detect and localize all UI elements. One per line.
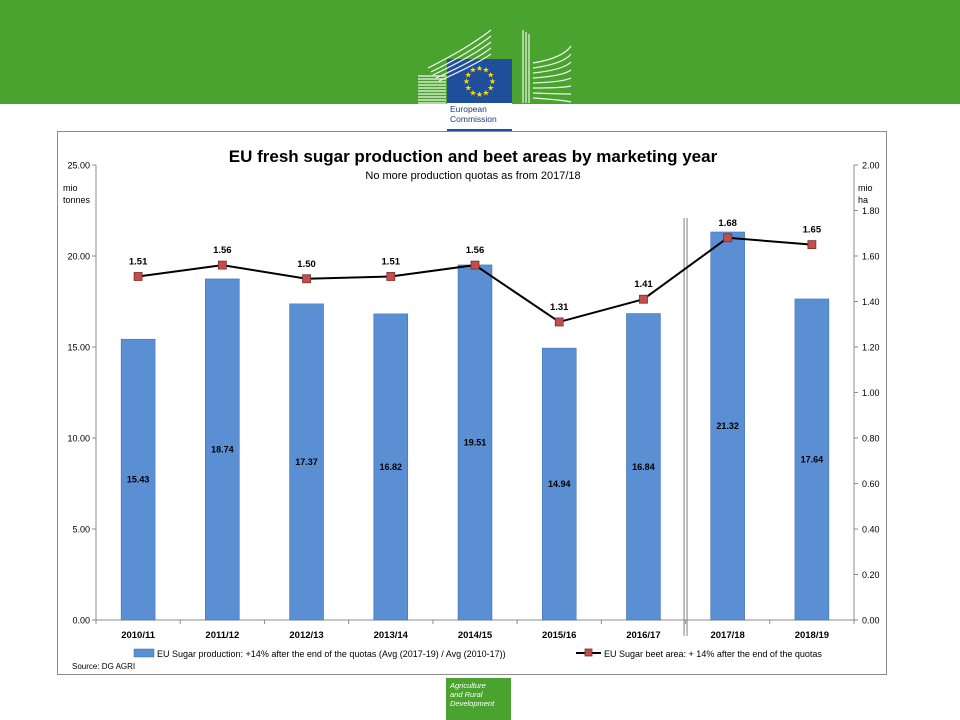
legend-line-label: EU Sugar beet area: + 14% after the end … [604, 649, 822, 659]
legend-bar-swatch [133, 648, 155, 658]
flag-star-icon: ★ [487, 71, 494, 80]
left-tick-label: 5.00 [72, 525, 90, 535]
bar-2015/16 [541, 347, 577, 621]
left-tick-label: 20.00 [67, 252, 90, 262]
line-value-label: 1.68 [718, 218, 737, 229]
footer-line-1: Agriculture [450, 681, 486, 690]
org-name-line2: Commission [450, 114, 497, 124]
bar-value-label: 17.64 [801, 454, 824, 464]
beet-area-marker [133, 272, 143, 281]
bar-2012/13 [289, 303, 324, 621]
line-value-label: 1.56 [213, 245, 232, 256]
ec-logo: ★ ★ ★ ★ ★ ★ ★ ★ ★ ★ ★ ★ European Commission [447, 59, 512, 132]
eu-flag-icon: ★ ★ ★ ★ ★ ★ ★ ★ ★ ★ ★ ★ [447, 59, 512, 103]
right-tick-label: 0.40 [862, 525, 880, 535]
right-tick-label: 0.00 [862, 616, 880, 626]
flag-star-icon: ★ [476, 90, 483, 99]
dg-agri-badge: Agriculture and Rural Development [446, 678, 511, 720]
beet-area-marker [554, 317, 564, 327]
right-tick-label: 1.00 [862, 388, 880, 398]
eu-stars-icon: ★★★★★★★★★ ★ ★★ [463, 64, 496, 99]
beet-area-marker [217, 260, 227, 270]
right-tick-label: 1.60 [862, 252, 880, 262]
chart-frame [57, 131, 887, 675]
org-name-line1: European [450, 104, 487, 114]
x-tick-label: 2014/15 [458, 630, 493, 641]
flag-star-icon: ★ [465, 71, 472, 80]
left-tick-label: 25.00 [67, 161, 90, 171]
x-tick-label: 2012/13 [289, 630, 323, 641]
right-tick-label: 0.60 [862, 479, 880, 489]
right-tick-label: 1.20 [862, 343, 880, 353]
bar-2016/17 [626, 313, 661, 621]
flag-star-icon: ★ [482, 88, 489, 97]
bar-2017/18 [710, 231, 745, 621]
line-value-label: 1.50 [297, 259, 316, 270]
beet-area-marker [639, 294, 648, 304]
right-axis-unit-1: mio [858, 183, 873, 193]
flag-star-icon: ★ [476, 64, 483, 73]
right-tick-label: 0.20 [862, 570, 880, 580]
bar-value-label: 16.82 [380, 462, 403, 472]
flag-star-icon: ★ [489, 77, 496, 86]
x-tick-label: 2017/18 [710, 630, 744, 641]
beet-area-marker [302, 274, 311, 284]
beet-area-marker [807, 240, 817, 250]
chart-subtitle: No more production quotas as from 2017/1… [365, 170, 580, 182]
line-value-label: 1.31 [550, 302, 569, 313]
left-axis-unit-1: mio [63, 183, 78, 193]
beet-area-marker [723, 233, 733, 243]
right-tick-label: 1.40 [862, 297, 880, 307]
footer-line-2: and Rural [450, 690, 483, 699]
flag-star-icon: ★ [487, 84, 494, 93]
bar-value-label: 15.43 [127, 475, 150, 485]
flag-star-icon: ★ [482, 66, 489, 75]
footer-line-3: Development [450, 699, 495, 708]
source-note: Source: DG AGRI [72, 662, 135, 671]
right-tick-label: 2.00 [862, 161, 880, 171]
right-tick-label: 1.80 [862, 206, 880, 216]
berlaymont-building-icon [418, 29, 572, 104]
x-tick-label: 2016/17 [626, 630, 660, 641]
line-value-label: 1.65 [803, 225, 822, 236]
left-tick-label: 10.00 [67, 434, 90, 444]
bar-2011/12 [205, 278, 240, 621]
bar-value-label: 21.32 [716, 421, 739, 431]
x-tick-label: 2010/11 [121, 630, 156, 641]
legend-bar-label: EU Sugar production: +14% after the end … [157, 649, 506, 659]
chart-title: EU fresh sugar production and beet areas… [229, 147, 718, 166]
logo-underline [447, 129, 512, 132]
x-tick-label: 2011/12 [205, 630, 239, 641]
bar-value-label: 16.84 [632, 462, 655, 472]
bar-value-label: 18.74 [211, 444, 234, 454]
left-tick-label: 0.00 [72, 616, 90, 626]
legend-line-marker [584, 648, 593, 657]
left-tick-label: 15.00 [67, 343, 90, 353]
bar-value-label: 14.94 [548, 479, 571, 489]
x-tick-label: 2013/14 [374, 630, 409, 641]
line-value-label: 1.56 [466, 245, 485, 256]
right-axis-unit-2: ha [858, 195, 868, 205]
bar-value-label: 17.37 [295, 457, 318, 467]
left-axis-unit-2: tonnes [63, 195, 91, 205]
bar-2018/19 [794, 298, 830, 621]
bar-value-label: 19.51 [464, 437, 487, 447]
line-value-label: 1.51 [382, 256, 401, 267]
beet-area-marker [470, 260, 480, 270]
line-value-label: 1.51 [129, 256, 148, 267]
line-value-label: 1.41 [634, 279, 653, 290]
flag-star-icon: ★ [463, 77, 470, 86]
x-tick-label: 2018/19 [795, 630, 829, 641]
flag-star-icon: ★ [469, 88, 476, 97]
bar-2013/14 [373, 313, 409, 621]
x-tick-label: 2015/16 [542, 630, 576, 641]
bar-2010/11 [120, 338, 156, 621]
beet-area-marker [386, 272, 396, 281]
flag-star-icon: ★ [465, 84, 472, 93]
right-tick-label: 0.80 [862, 434, 880, 444]
flag-star-icon: ★ [469, 66, 476, 75]
